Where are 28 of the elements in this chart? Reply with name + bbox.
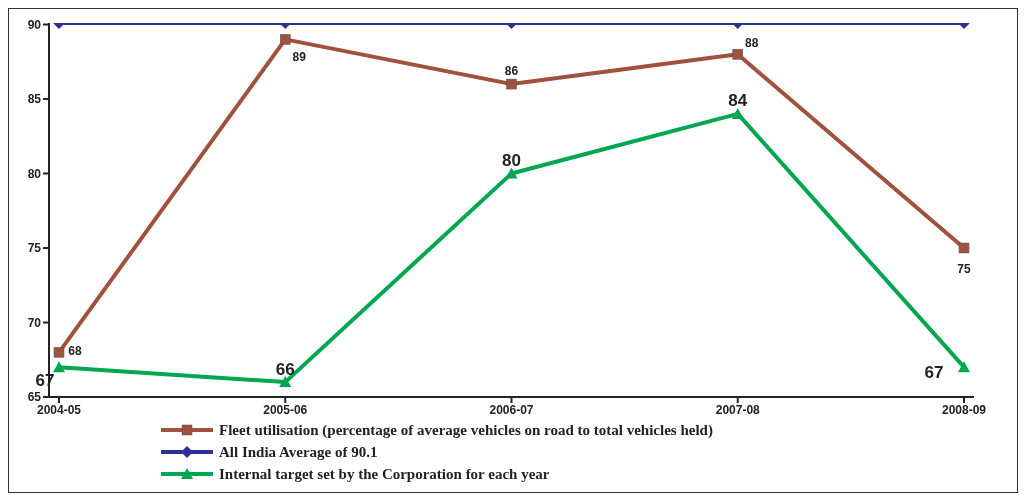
point	[53, 361, 65, 373]
y-tick-label: 80	[27, 166, 42, 181]
point	[958, 361, 970, 373]
y-tick-label: 70	[27, 315, 42, 330]
data-label: 89	[292, 49, 307, 64]
data-label: 66	[275, 359, 295, 379]
data-label: 75	[957, 262, 971, 277]
data-label: 84	[728, 91, 748, 111]
x-tick-label: 2004-05	[36, 402, 82, 417]
data-label: 80	[502, 150, 521, 170]
legend-label: Internal target set by the Corporation for each year	[219, 465, 550, 483]
point	[958, 242, 970, 254]
x-tick-label: 2007-08	[715, 402, 761, 417]
point	[53, 347, 65, 358]
y-tick-label: 65	[27, 390, 42, 405]
x-tick-label: 2005-06	[263, 402, 308, 417]
legend-label: All India Average of 90.1	[219, 443, 378, 461]
data-label: 86	[504, 64, 519, 79]
legend-label: Fleet utilisation (percentage of average vehicles on road to total vehicles held)	[219, 421, 713, 439]
x-tick-label: 2006-07	[489, 402, 534, 417]
data-label: 88	[745, 36, 759, 51]
point	[279, 376, 292, 388]
x-tick-label: 2008-09	[941, 402, 987, 417]
y-tick-label: 90	[27, 17, 42, 32]
y-tick-label: 75	[27, 241, 42, 256]
y-tick-label: 85	[27, 92, 42, 107]
data-label: 67	[924, 362, 944, 382]
data-label: 68	[68, 344, 82, 359]
